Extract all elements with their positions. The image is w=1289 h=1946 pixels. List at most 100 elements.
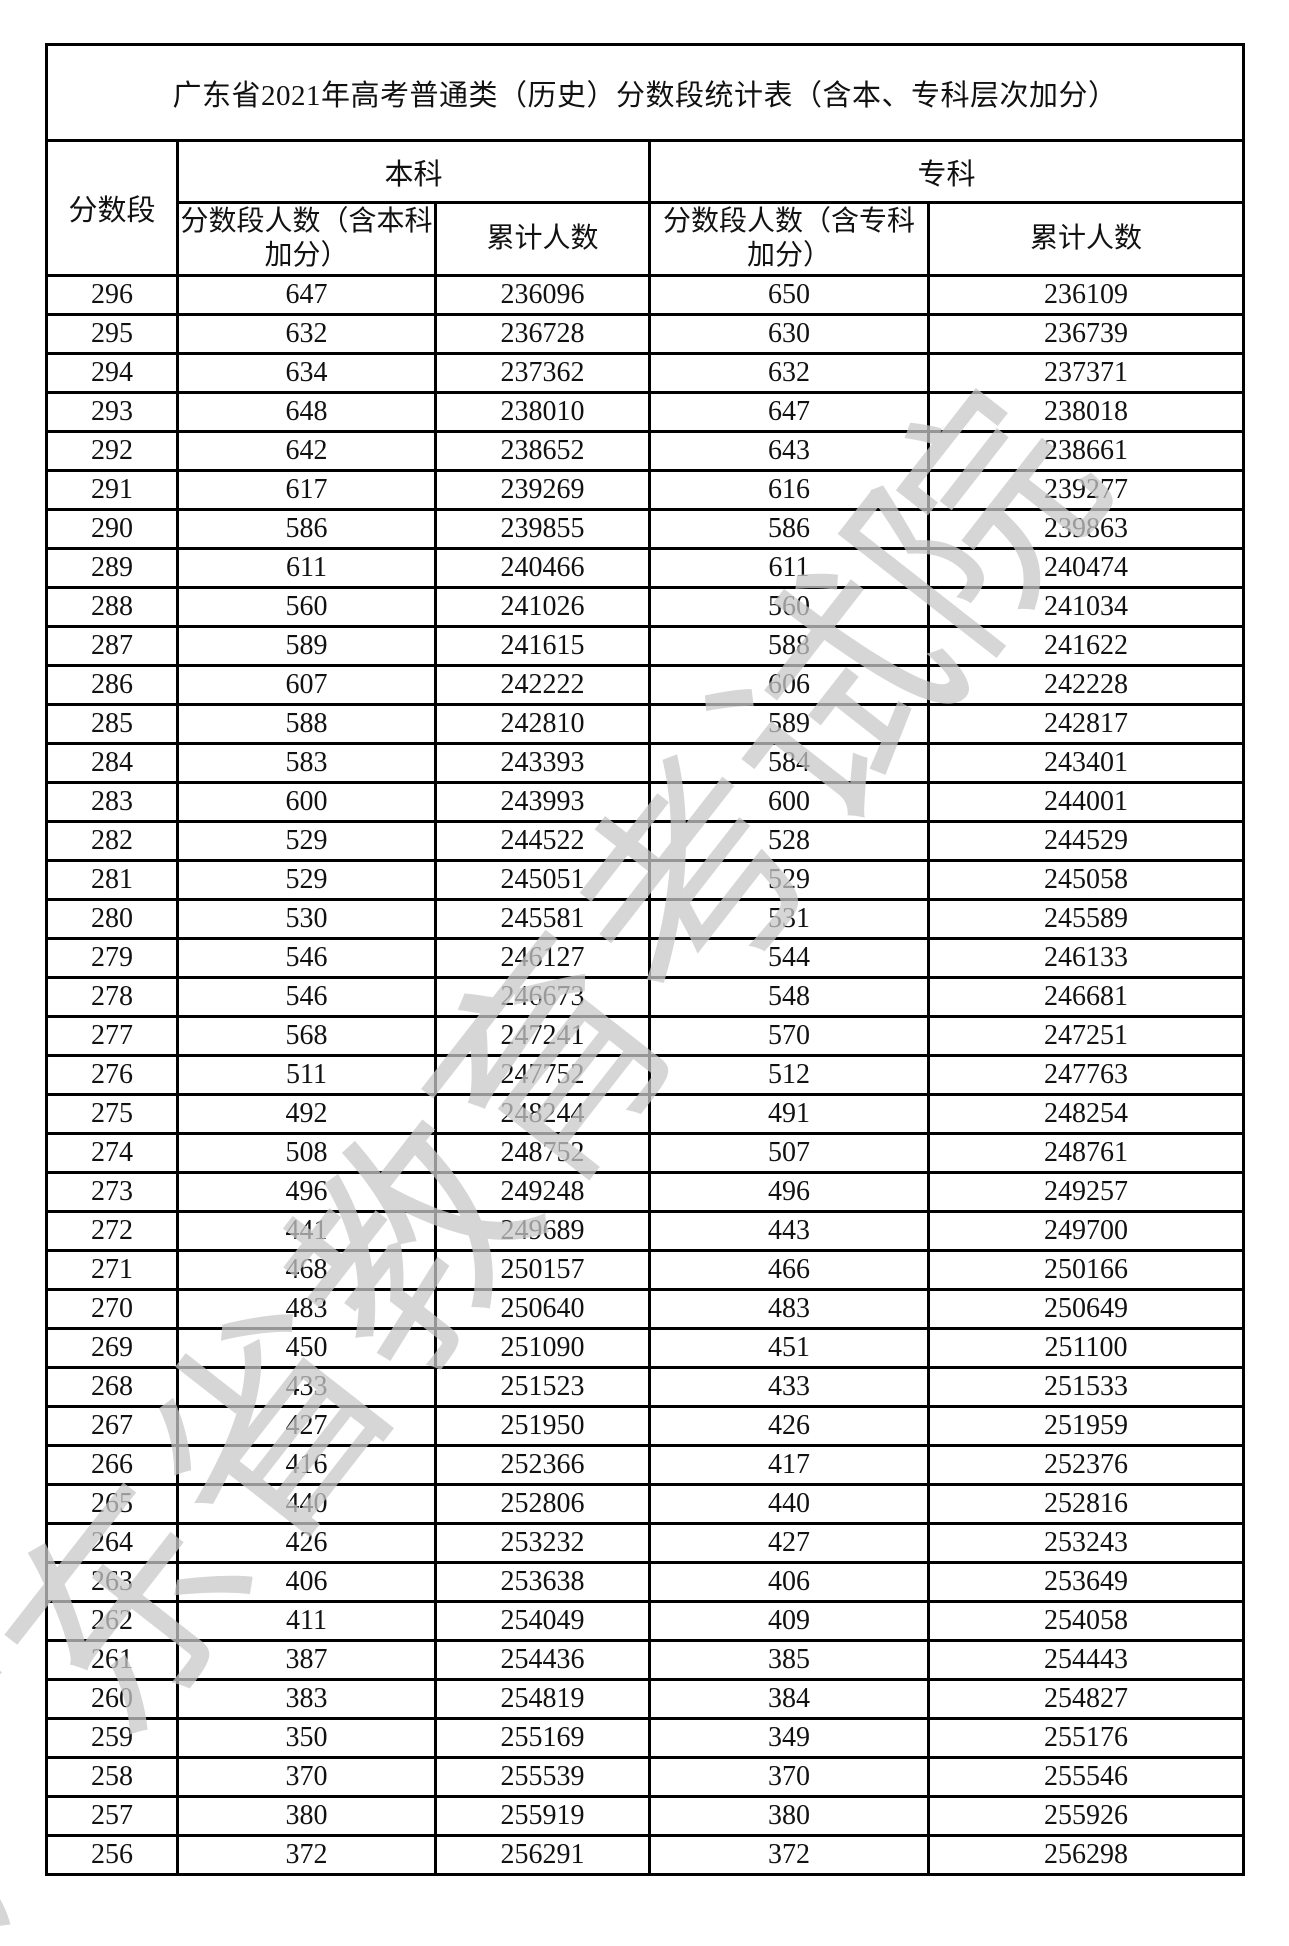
zhuanke-cumulative-cell: 256298 — [926, 1834, 1246, 1876]
benke-count-cell: 441 — [176, 1210, 437, 1252]
score-cell: 262 — [45, 1600, 179, 1642]
benke-cumulative-cell: 250640 — [434, 1288, 651, 1330]
score-cell: 290 — [45, 508, 179, 550]
score-cell: 275 — [45, 1093, 179, 1135]
benke-count-cell: 586 — [176, 508, 437, 550]
zhuanke-cumulative-cell: 237371 — [926, 352, 1246, 394]
score-cell: 265 — [45, 1483, 179, 1525]
table-row: 257 380 255919 380 255926 — [45, 1795, 1246, 1837]
score-distribution-table: 广东省2021年高考普通类（历史）分数段统计表（含本、专科层次加分） 分数段 本… — [44, 43, 1246, 1876]
zhuanke-cumulative-cell: 252816 — [926, 1483, 1246, 1525]
score-cell: 281 — [45, 859, 179, 901]
benke-count-cell: 350 — [176, 1717, 437, 1759]
benke-count-cell: 607 — [176, 664, 437, 706]
table-row: 283 600 243993 600 244001 — [45, 781, 1246, 823]
table-row: 267 427 251950 426 251959 — [45, 1405, 1246, 1447]
benke-count-cell: 511 — [176, 1054, 437, 1096]
zhuanke-count-cell: 600 — [648, 781, 930, 823]
table-row: 263 406 253638 406 253649 — [45, 1561, 1246, 1603]
zhuanke-cumulative-cell: 248254 — [926, 1093, 1246, 1135]
zhuanke-count-cell: 650 — [648, 274, 930, 316]
benke-count-cell: 450 — [176, 1327, 437, 1369]
benke-count-cell: 632 — [176, 313, 437, 355]
score-cell: 272 — [45, 1210, 179, 1252]
zhuanke-count-cell: 589 — [648, 703, 930, 745]
table-row: 276 511 247752 512 247763 — [45, 1054, 1246, 1096]
zhuanke-cumulative-cell: 239277 — [926, 469, 1246, 511]
header-zhuanke-cumulative: 累计人数 — [926, 201, 1246, 277]
zhuanke-cumulative-cell: 250649 — [926, 1288, 1246, 1330]
benke-count-cell: 583 — [176, 742, 437, 784]
benke-count-cell: 411 — [176, 1600, 437, 1642]
benke-count-cell: 406 — [176, 1561, 437, 1603]
score-cell: 276 — [45, 1054, 179, 1096]
zhuanke-cumulative-cell: 246681 — [926, 976, 1246, 1018]
zhuanke-count-cell: 426 — [648, 1405, 930, 1447]
zhuanke-cumulative-cell: 244001 — [926, 781, 1246, 823]
table-row: 281 529 245051 529 245058 — [45, 859, 1246, 901]
benke-cumulative-cell: 255919 — [434, 1795, 651, 1837]
score-cell: 264 — [45, 1522, 179, 1564]
score-cell: 289 — [45, 547, 179, 589]
benke-cumulative-cell: 237362 — [434, 352, 651, 394]
header-benke-count: 分数段人数（含本科加分） — [176, 201, 437, 277]
benke-cumulative-cell: 243993 — [434, 781, 651, 823]
benke-cumulative-cell: 255169 — [434, 1717, 651, 1759]
benke-cumulative-cell: 249689 — [434, 1210, 651, 1252]
zhuanke-count-cell: 433 — [648, 1366, 930, 1408]
header-zhuanke-count: 分数段人数（含专科加分） — [648, 201, 930, 277]
header-benke: 本科 — [176, 139, 651, 204]
table-row: 279 546 246127 544 246133 — [45, 937, 1246, 979]
score-cell: 284 — [45, 742, 179, 784]
zhuanke-cumulative-cell: 241622 — [926, 625, 1246, 667]
zhuanke-count-cell: 586 — [648, 508, 930, 550]
zhuanke-count-cell: 443 — [648, 1210, 930, 1252]
zhuanke-count-cell: 507 — [648, 1132, 930, 1174]
zhuanke-count-cell: 611 — [648, 547, 930, 589]
benke-count-cell: 496 — [176, 1171, 437, 1213]
benke-count-cell: 634 — [176, 352, 437, 394]
table-row: 271 468 250157 466 250166 — [45, 1249, 1246, 1291]
table-row: 289 611 240466 611 240474 — [45, 547, 1246, 589]
benke-cumulative-cell: 253638 — [434, 1561, 651, 1603]
score-cell: 271 — [45, 1249, 179, 1291]
benke-cumulative-cell: 241615 — [434, 625, 651, 667]
benke-cumulative-cell: 248244 — [434, 1093, 651, 1135]
zhuanke-count-cell: 616 — [648, 469, 930, 511]
zhuanke-count-cell: 570 — [648, 1015, 930, 1057]
zhuanke-cumulative-cell: 251533 — [926, 1366, 1246, 1408]
benke-count-cell: 440 — [176, 1483, 437, 1525]
table-row: 290 586 239855 586 239863 — [45, 508, 1246, 550]
benke-count-cell: 529 — [176, 859, 437, 901]
table-row: 284 583 243393 584 243401 — [45, 742, 1246, 784]
zhuanke-cumulative-cell: 252376 — [926, 1444, 1246, 1486]
score-cell: 283 — [45, 781, 179, 823]
benke-count-cell: 426 — [176, 1522, 437, 1564]
zhuanke-count-cell: 406 — [648, 1561, 930, 1603]
score-cell: 294 — [45, 352, 179, 394]
zhuanke-count-cell: 588 — [648, 625, 930, 667]
score-cell: 259 — [45, 1717, 179, 1759]
zhuanke-count-cell: 440 — [648, 1483, 930, 1525]
table-row: 270 483 250640 483 250649 — [45, 1288, 1246, 1330]
table-row: 256 372 256291 372 256298 — [45, 1834, 1246, 1876]
score-cell: 279 — [45, 937, 179, 979]
zhuanke-count-cell: 466 — [648, 1249, 930, 1291]
score-cell: 266 — [45, 1444, 179, 1486]
benke-count-cell: 372 — [176, 1834, 437, 1876]
benke-count-cell: 370 — [176, 1756, 437, 1798]
score-cell: 295 — [45, 313, 179, 355]
zhuanke-count-cell: 544 — [648, 937, 930, 979]
zhuanke-count-cell: 417 — [648, 1444, 930, 1486]
zhuanke-cumulative-cell: 254443 — [926, 1639, 1246, 1681]
zhuanke-count-cell: 528 — [648, 820, 930, 862]
header-zhuanke: 专科 — [647, 139, 1246, 204]
benke-cumulative-cell: 240466 — [434, 547, 651, 589]
benke-count-cell: 508 — [176, 1132, 437, 1174]
zhuanke-count-cell: 496 — [648, 1171, 930, 1213]
zhuanke-count-cell: 370 — [648, 1756, 930, 1798]
zhuanke-cumulative-cell: 251100 — [926, 1327, 1246, 1369]
zhuanke-cumulative-cell: 236739 — [926, 313, 1246, 355]
score-cell: 267 — [45, 1405, 179, 1447]
benke-cumulative-cell: 236728 — [434, 313, 651, 355]
